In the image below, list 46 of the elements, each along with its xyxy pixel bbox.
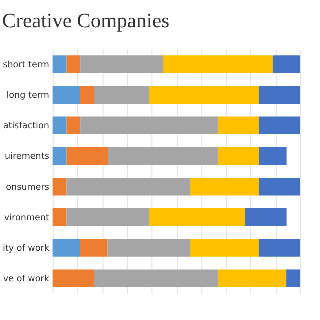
bar xyxy=(218,147,260,166)
bar xyxy=(259,86,300,104)
bar xyxy=(66,116,81,135)
bar xyxy=(52,239,80,257)
bar xyxy=(80,86,94,104)
bar xyxy=(52,147,67,166)
y-tick-label: ity of work xyxy=(2,244,50,254)
bar xyxy=(108,239,190,257)
bar xyxy=(286,270,300,288)
bar xyxy=(80,239,108,257)
bar xyxy=(66,56,81,74)
bar xyxy=(94,86,150,104)
bar xyxy=(52,116,67,135)
bar xyxy=(218,116,260,135)
bar xyxy=(190,239,260,257)
bar xyxy=(66,178,190,196)
bar xyxy=(66,208,150,226)
bar xyxy=(80,56,164,74)
bar xyxy=(66,147,108,166)
bar xyxy=(149,86,260,104)
bar xyxy=(245,208,287,226)
bar xyxy=(190,178,260,196)
bar xyxy=(259,147,287,166)
bar xyxy=(259,178,300,196)
y-tick-label: vironment xyxy=(4,213,50,224)
y-tick-label: atisfaction xyxy=(3,122,50,132)
y-tick-label: uirements xyxy=(4,152,50,162)
chart-title: Creative Companies xyxy=(2,10,170,33)
bar xyxy=(149,208,246,226)
bar xyxy=(52,56,67,74)
bar xyxy=(52,86,80,104)
bar xyxy=(259,239,300,257)
bar xyxy=(259,116,300,135)
y-tick-label: ve of work xyxy=(3,274,50,285)
bar xyxy=(94,270,218,288)
bar xyxy=(108,147,218,166)
bar xyxy=(272,56,300,74)
bar xyxy=(80,116,218,135)
bar xyxy=(163,56,273,74)
y-tick-label: long term xyxy=(6,91,50,102)
y-tick-label: onsumers xyxy=(6,182,50,193)
bar xyxy=(52,208,67,226)
bar xyxy=(218,270,287,288)
bar xyxy=(52,178,67,196)
bar xyxy=(52,270,94,288)
y-tick-label: short term xyxy=(3,60,50,70)
